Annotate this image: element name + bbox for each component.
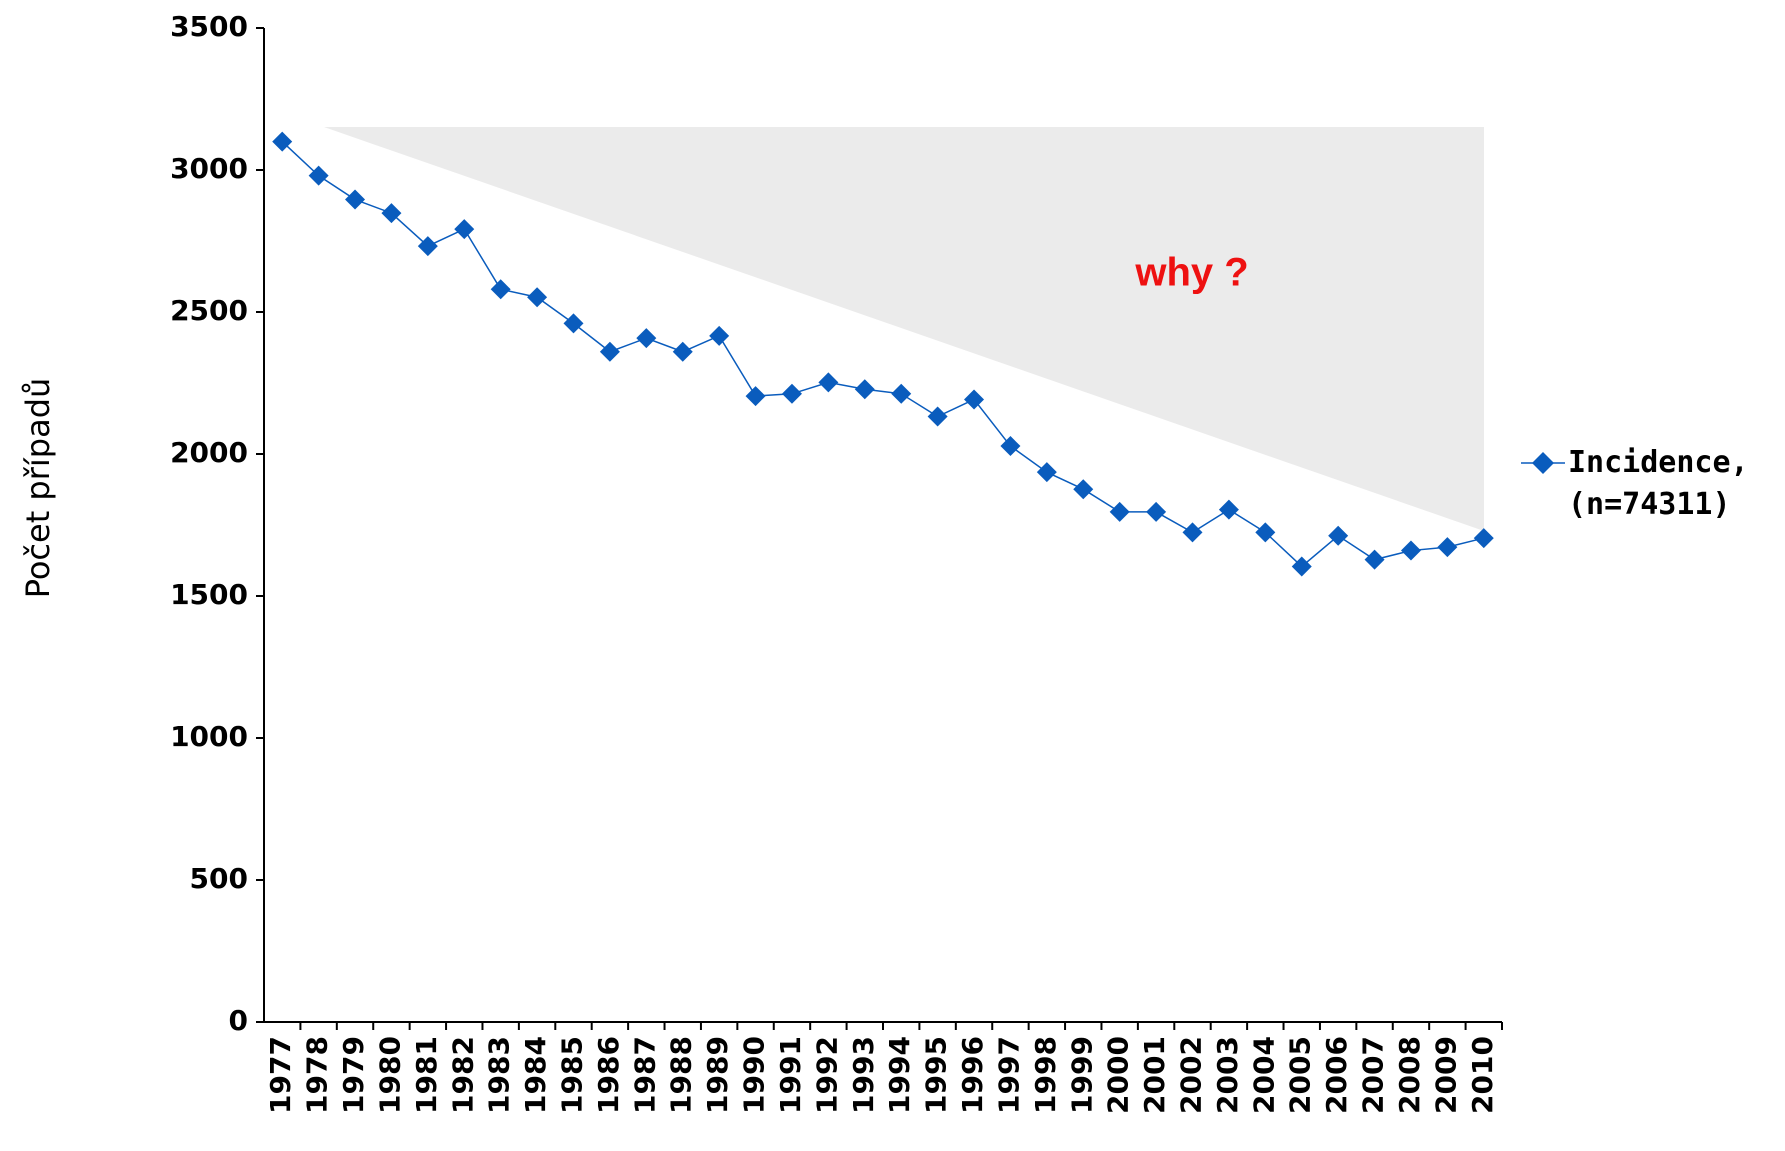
x-tick-label: 1985 xyxy=(556,1036,589,1114)
data-point xyxy=(527,287,548,308)
data-point xyxy=(891,383,912,404)
legend-label-line: Incidence, xyxy=(1568,445,1749,480)
data-point xyxy=(1364,549,1385,570)
data-point xyxy=(1000,436,1021,457)
y-tick-label: 1500 xyxy=(170,578,248,611)
data-point xyxy=(1473,528,1494,549)
data-point xyxy=(490,279,511,300)
x-tick-label: 1991 xyxy=(774,1036,807,1114)
y-tick-label: 0 xyxy=(229,1004,248,1037)
data-point xyxy=(454,219,475,240)
x-tick-label: 2010 xyxy=(1466,1036,1499,1114)
data-point xyxy=(563,313,584,334)
x-tick-label: 1983 xyxy=(483,1036,516,1114)
data-point xyxy=(1036,462,1057,483)
data-point xyxy=(636,328,657,349)
series-line xyxy=(281,141,1484,568)
legend-marker xyxy=(1532,452,1554,474)
y-tick-label: 3000 xyxy=(170,152,248,185)
legend-label: Incidence, (n=74311) xyxy=(1568,445,1749,522)
annotation: why ? xyxy=(1134,251,1248,295)
x-tick-label: 1987 xyxy=(628,1036,661,1114)
x-tick-label: 1994 xyxy=(883,1036,916,1114)
x-tick-label: 1977 xyxy=(264,1036,297,1114)
x-tick-label: 1999 xyxy=(1065,1036,1098,1114)
x-tick-label: 1992 xyxy=(810,1036,843,1114)
y-tick-label: 500 xyxy=(190,862,248,895)
data-point xyxy=(1218,499,1239,520)
x-tick-label: 2002 xyxy=(1175,1036,1208,1114)
y-tick-label: 1000 xyxy=(170,720,248,753)
x-tick-label: 1981 xyxy=(410,1036,443,1114)
data-point xyxy=(709,325,730,346)
x-tick-label: 1989 xyxy=(701,1036,734,1114)
y-tick-label: 2000 xyxy=(170,436,248,469)
x-tick-label: 1996 xyxy=(956,1036,989,1114)
data-point xyxy=(1328,525,1349,546)
x-tick-label: 1997 xyxy=(992,1036,1025,1114)
x-tick-label: 1993 xyxy=(847,1036,880,1114)
data-point xyxy=(1109,501,1130,522)
data-point xyxy=(345,189,366,210)
x-tick-label: 1979 xyxy=(337,1036,370,1114)
x-tick-label: 1995 xyxy=(920,1036,953,1114)
data-point xyxy=(599,341,620,362)
data-point xyxy=(381,203,402,224)
x-tick-label: 1990 xyxy=(738,1036,771,1114)
data-point xyxy=(1255,522,1276,543)
data-point xyxy=(745,386,766,407)
data-point xyxy=(272,131,293,152)
x-tick-label: 2006 xyxy=(1320,1036,1353,1114)
x-tick-label: 1978 xyxy=(301,1036,334,1114)
x-tick-label: 2007 xyxy=(1357,1036,1390,1114)
data-point xyxy=(1146,501,1167,522)
x-tick-label: 2003 xyxy=(1211,1036,1244,1114)
x-tick-label: 2001 xyxy=(1138,1036,1171,1114)
x-tick-label: 2009 xyxy=(1429,1036,1462,1114)
data-point xyxy=(854,379,875,400)
data-point xyxy=(308,165,329,186)
data-point xyxy=(781,383,802,404)
legend-label-line: (n=74311) xyxy=(1568,487,1731,522)
x-tick-label: 2005 xyxy=(1284,1036,1317,1114)
data-point xyxy=(1182,522,1203,543)
x-tick-label: 1980 xyxy=(373,1036,406,1114)
y-tick-label: 3500 xyxy=(170,10,248,43)
data-point xyxy=(927,406,948,427)
data-point xyxy=(1437,537,1458,558)
annotation-triangle xyxy=(324,127,1484,531)
x-tick-label: 1988 xyxy=(665,1036,698,1114)
x-tick-label: 2004 xyxy=(1247,1036,1280,1114)
x-tick-label: 1986 xyxy=(592,1036,625,1114)
y-tick-label: 2500 xyxy=(170,294,248,327)
data-point xyxy=(417,236,438,257)
data-point xyxy=(1291,556,1312,577)
data-point xyxy=(818,372,839,393)
data-point xyxy=(964,389,985,410)
x-tick-label: 1998 xyxy=(1029,1036,1062,1114)
x-tick-label: 1982 xyxy=(446,1036,479,1114)
x-tick-label: 2000 xyxy=(1102,1036,1135,1114)
data-point xyxy=(1400,540,1421,561)
data-point xyxy=(1073,479,1094,500)
y-axis-label: Počet případů xyxy=(19,378,57,599)
x-tick-label: 2008 xyxy=(1393,1036,1426,1114)
x-tick-label: 1984 xyxy=(519,1036,552,1114)
data-point xyxy=(672,341,693,362)
